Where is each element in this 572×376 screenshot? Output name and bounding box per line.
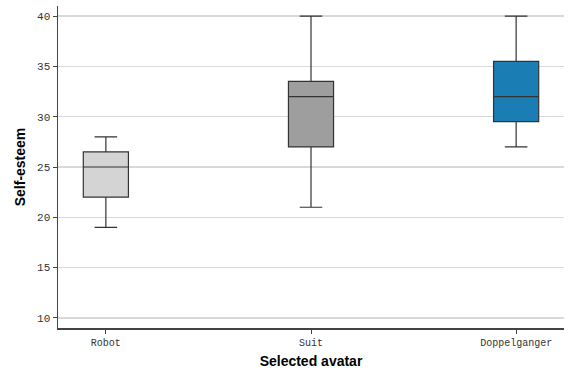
svg-text:30: 30 bbox=[37, 112, 50, 124]
svg-text:20: 20 bbox=[37, 212, 50, 224]
svg-text:15: 15 bbox=[37, 262, 50, 274]
svg-text:25: 25 bbox=[37, 162, 50, 174]
svg-text:35: 35 bbox=[37, 61, 50, 73]
svg-text:Robot: Robot bbox=[91, 338, 121, 349]
svg-text:Suit: Suit bbox=[299, 338, 323, 349]
svg-text:Selected avatar: Selected avatar bbox=[260, 353, 363, 369]
svg-text:10: 10 bbox=[37, 313, 50, 325]
svg-text:40: 40 bbox=[37, 11, 50, 23]
svg-text:Doppelganger: Doppelganger bbox=[480, 338, 552, 349]
svg-text:Self-esteem: Self-esteem bbox=[12, 128, 28, 207]
